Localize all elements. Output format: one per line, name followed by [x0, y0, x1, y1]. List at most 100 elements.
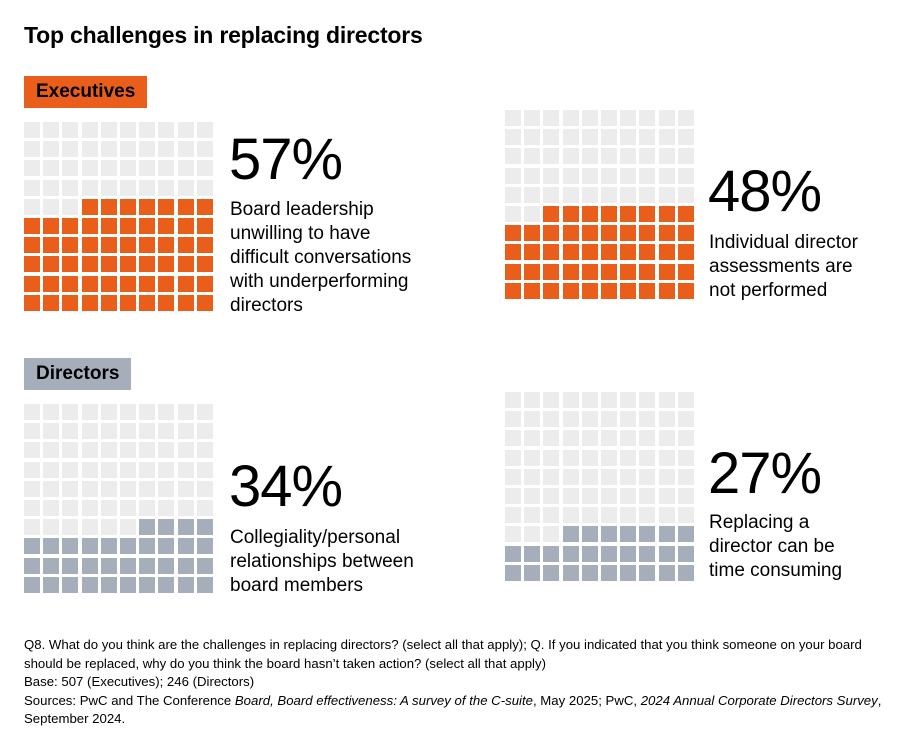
stat-caption-48: Individual director assessments are not …: [709, 231, 858, 303]
caption-line: directors: [230, 295, 303, 316]
caption-line: Individual director: [709, 232, 858, 253]
waffle-cell-empty: [62, 141, 79, 158]
waffle-cell-empty: [658, 392, 675, 408]
waffle-cell-empty: [658, 507, 675, 524]
waffle-cell-filled: [658, 244, 675, 261]
waffle-cell-empty: [196, 423, 213, 440]
caption-line: director can be: [709, 536, 835, 557]
waffle-cell-empty: [43, 122, 60, 138]
waffle-cell-empty: [581, 129, 598, 146]
executives-label: Executives: [24, 76, 148, 108]
waffle-cell-empty: [196, 122, 213, 138]
waffle-cell-empty: [177, 141, 194, 158]
waffle-cell-filled: [524, 225, 541, 242]
waffle-cell-empty: [562, 392, 579, 408]
waffle-cell-empty: [524, 507, 541, 524]
waffle-cell-empty: [158, 160, 175, 177]
waffle-cell-empty: [658, 488, 675, 504]
waffle-cell-filled: [620, 244, 637, 261]
waffle-cell-empty: [24, 519, 40, 536]
waffle-cell-empty: [62, 442, 79, 459]
waffle-cell-filled: [581, 545, 598, 562]
waffle-cell-filled: [639, 244, 656, 261]
caption-line: assessments are: [709, 256, 853, 277]
waffle-cell-empty: [562, 488, 579, 504]
waffle-cell-filled: [120, 237, 136, 254]
waffle-cell-empty: [543, 110, 560, 126]
waffle-cell-filled: [139, 519, 156, 536]
waffle-cell-filled: [100, 198, 117, 215]
waffle-cell-empty: [177, 160, 194, 177]
waffle-cell-empty: [177, 404, 194, 420]
waffle-cell-empty: [177, 122, 194, 138]
waffle-cell-filled: [139, 275, 156, 292]
stat-caption-57: Board leadership unwilling to have diffi…: [230, 198, 411, 318]
waffle-cell-empty: [620, 186, 637, 203]
waffle-cell-filled: [677, 282, 694, 299]
waffle-cell-empty: [677, 129, 694, 146]
waffle-cell-empty: [158, 404, 175, 420]
waffle-cell-filled: [158, 538, 175, 555]
waffle-cell-empty: [81, 480, 98, 497]
waffle-cell-filled: [158, 275, 175, 292]
waffle-cell-filled: [543, 206, 560, 222]
waffle-cell-filled: [81, 198, 98, 215]
waffle-cell-empty: [581, 186, 598, 203]
waffle-cell-empty: [139, 141, 156, 158]
waffle-cell-filled: [120, 198, 136, 215]
footnote-base: Base: 507 (Executives); 246 (Directors): [24, 674, 255, 689]
waffle-cell-filled: [81, 237, 98, 254]
waffle-cell-empty: [139, 500, 156, 516]
waffle-cell-empty: [196, 160, 213, 177]
waffle-cell-empty: [601, 411, 617, 428]
waffle-cell-empty: [43, 500, 60, 516]
waffle-cell-filled: [639, 282, 656, 299]
waffle-cell-empty: [562, 449, 579, 466]
waffle-cell-filled: [43, 294, 60, 311]
waffle-cell-empty: [43, 461, 60, 478]
waffle-cell-filled: [120, 576, 136, 593]
waffle-cell-empty: [120, 461, 136, 478]
waffle-cell-empty: [677, 392, 694, 408]
waffle-cell-empty: [158, 122, 175, 138]
waffle-cell-empty: [24, 141, 40, 158]
waffle-cell-empty: [24, 461, 40, 478]
sources-prefix: Sources: PwC and The Conference: [24, 692, 235, 708]
waffle-cell-filled: [581, 263, 598, 280]
waffle-cell-empty: [658, 148, 675, 165]
waffle-cell-empty: [543, 488, 560, 504]
waffle-cell-filled: [524, 564, 541, 581]
waffle-cell-empty: [581, 488, 598, 504]
waffle-cell-filled: [81, 256, 98, 273]
waffle-cell-empty: [639, 430, 656, 447]
waffle-cell-filled: [120, 256, 136, 273]
waffle-cell-empty: [505, 392, 521, 408]
waffle-cell-empty: [601, 148, 617, 165]
waffle-cell-filled: [543, 282, 560, 299]
waffle-cell-empty: [562, 148, 579, 165]
waffle-cell-filled: [620, 206, 637, 222]
waffle-cell-empty: [24, 500, 40, 516]
waffle-cell-empty: [177, 423, 194, 440]
waffle-cell-filled: [196, 275, 213, 292]
waffle-cell-filled: [24, 576, 40, 593]
waffle-cell-filled: [677, 244, 694, 261]
waffle-cell-filled: [158, 557, 175, 574]
waffle-cell-empty: [43, 198, 60, 215]
waffle-cell-filled: [639, 263, 656, 280]
waffle-cell-empty: [120, 122, 136, 138]
waffle-cell-filled: [158, 519, 175, 536]
waffle-cell-empty: [43, 519, 60, 536]
waffle-cell-filled: [139, 576, 156, 593]
waffle-cell-filled: [81, 218, 98, 234]
waffle-cell-empty: [505, 110, 521, 126]
waffle-cell-empty: [100, 500, 117, 516]
waffle-executives-57: [24, 122, 213, 311]
caption-line: difficult conversations: [230, 247, 412, 268]
waffle-cell-empty: [43, 480, 60, 497]
waffle-cell-filled: [139, 198, 156, 215]
waffle-cell-filled: [62, 294, 79, 311]
waffle-directors-27: [505, 392, 694, 581]
waffle-cell-empty: [524, 488, 541, 504]
waffle-cell-empty: [24, 442, 40, 459]
